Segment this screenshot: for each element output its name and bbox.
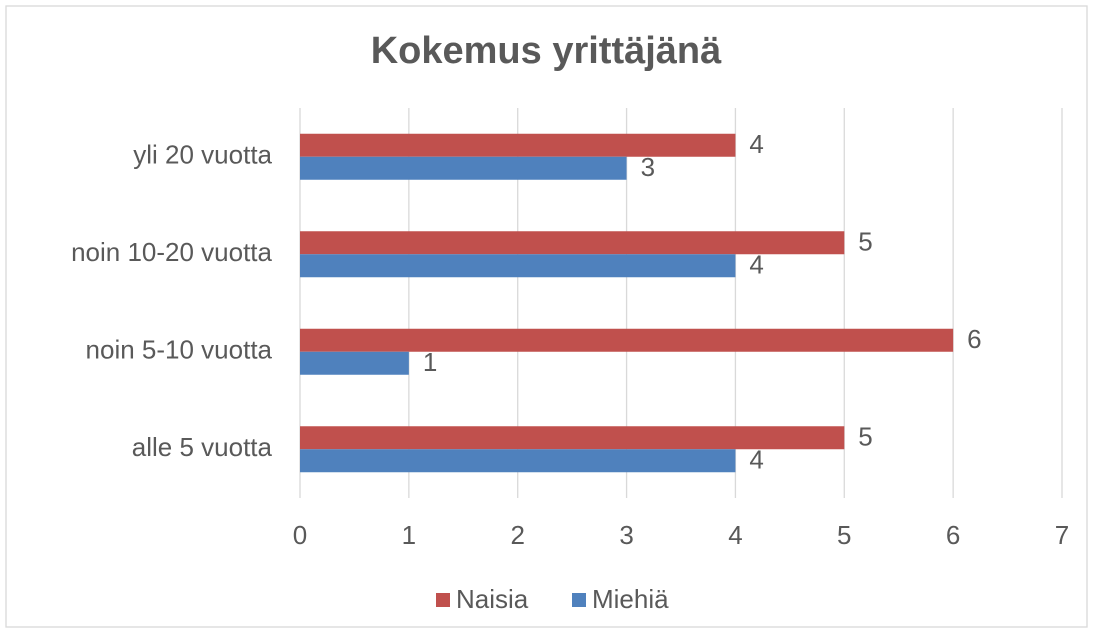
x-tick-label: 5 bbox=[837, 520, 851, 550]
bar bbox=[300, 426, 845, 450]
y-tick-label: noin 10-20 vuotta bbox=[71, 237, 272, 267]
legend-swatch bbox=[436, 593, 450, 607]
bar bbox=[300, 351, 409, 375]
data-label: 4 bbox=[749, 445, 763, 475]
chart-border bbox=[5, 5, 1088, 628]
bar bbox=[300, 328, 954, 352]
data-label: 3 bbox=[641, 152, 655, 182]
y-tick-label: noin 5-10 vuotta bbox=[86, 335, 273, 365]
y-tick-label: alle 5 vuotta bbox=[132, 432, 273, 462]
legend-label: Miehiä bbox=[592, 584, 669, 614]
x-tick-label: 2 bbox=[510, 520, 524, 550]
x-tick-label: 0 bbox=[293, 520, 307, 550]
bar bbox=[300, 449, 736, 473]
bar bbox=[300, 231, 845, 255]
data-label: 5 bbox=[858, 422, 872, 452]
x-tick-label: 6 bbox=[946, 520, 960, 550]
data-label: 4 bbox=[749, 129, 763, 159]
bar bbox=[300, 133, 736, 157]
data-label: 1 bbox=[423, 347, 437, 377]
x-tick-label: 4 bbox=[728, 520, 742, 550]
x-tick-label: 7 bbox=[1055, 520, 1069, 550]
chart-title: Kokemus yrittäjänä bbox=[371, 30, 722, 72]
legend-label: Naisia bbox=[456, 584, 529, 614]
y-tick-label: yli 20 vuotta bbox=[133, 140, 272, 170]
legend-swatch bbox=[572, 593, 586, 607]
data-label: 5 bbox=[858, 227, 872, 257]
data-label: 6 bbox=[967, 324, 981, 354]
bar bbox=[300, 156, 627, 180]
x-tick-label: 1 bbox=[402, 520, 416, 550]
x-tick-label: 3 bbox=[619, 520, 633, 550]
bar bbox=[300, 254, 736, 278]
data-label: 4 bbox=[749, 250, 763, 280]
